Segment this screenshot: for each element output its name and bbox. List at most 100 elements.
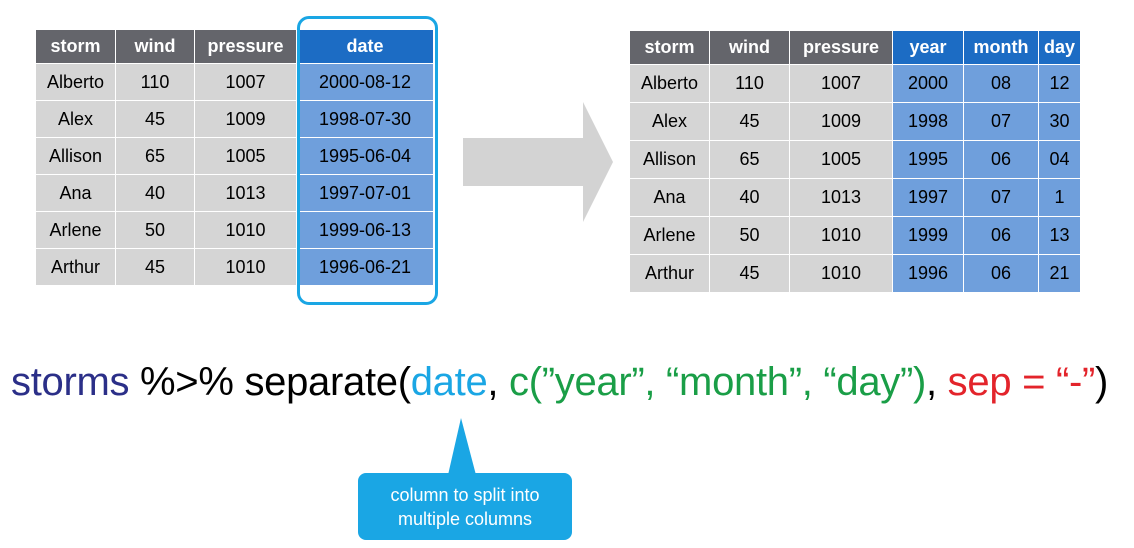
- result-table: storm wind pressure year month day Alber…: [629, 30, 1081, 293]
- cell-date: 1995-06-04: [296, 137, 434, 175]
- cell-wind: 45: [709, 102, 790, 141]
- cell-storm: Ana: [629, 178, 710, 217]
- cell-date: 1996-06-21: [296, 248, 434, 286]
- header-wind: wind: [115, 29, 195, 64]
- cell-wind: 40: [115, 174, 195, 212]
- table-row: Arthur 45 1010 1996-06-21: [35, 248, 434, 286]
- cell-storm: Arthur: [35, 248, 116, 286]
- cell-day: 21: [1038, 254, 1081, 293]
- cell-storm: Ana: [35, 174, 116, 212]
- result-header-row: storm wind pressure year month day: [629, 30, 1081, 65]
- cell-storm: Alberto: [629, 64, 710, 103]
- cell-date: 1997-07-01: [296, 174, 434, 212]
- cell-pressure: 1009: [194, 100, 297, 138]
- cell-month: 06: [963, 216, 1039, 255]
- table-row: Alberto 110 1007 2000-08-12: [35, 63, 434, 101]
- code-object: storms: [11, 360, 130, 404]
- cell-wind: 45: [115, 248, 195, 286]
- code-comma: ,: [926, 360, 948, 404]
- callout-line-1: column to split into: [390, 484, 540, 505]
- cell-storm: Arlene: [35, 211, 116, 249]
- table-row: Allison 65 1005 1995-06-04: [35, 137, 434, 175]
- cell-storm: Alberto: [35, 63, 116, 101]
- cell-pressure: 1007: [789, 64, 893, 103]
- code-close-paren: ): [1095, 360, 1109, 404]
- right-arrow-icon: [463, 102, 613, 222]
- code-function: separate(: [244, 360, 411, 404]
- cell-wind: 45: [709, 254, 790, 293]
- callout-line-2: multiple columns: [397, 508, 533, 529]
- table-row: Allison 65 1005 1995 06 04: [629, 140, 1081, 179]
- cell-pressure: 1010: [789, 254, 893, 293]
- cell-wind: 65: [115, 137, 195, 175]
- cell-day: 04: [1038, 140, 1081, 179]
- cell-month: 08: [963, 64, 1039, 103]
- cell-year: 1998: [892, 102, 964, 141]
- cell-storm: Arthur: [629, 254, 710, 293]
- cell-wind: 110: [115, 63, 195, 101]
- table-row: Alex 45 1009 1998 07 30: [629, 102, 1081, 141]
- table-row: Ana 40 1013 1997 07 1: [629, 178, 1081, 217]
- callout-text: column to split into multiple columns: [358, 473, 572, 540]
- cell-pressure: 1005: [194, 137, 297, 175]
- cell-day: 30: [1038, 102, 1081, 141]
- code-col-arg: date: [410, 360, 488, 404]
- table-row: Arthur 45 1010 1996 06 21: [629, 254, 1081, 293]
- cell-wind: 50: [709, 216, 790, 255]
- cell-storm: Alex: [35, 100, 116, 138]
- header-day: day: [1038, 30, 1081, 65]
- cell-year: 1999: [892, 216, 964, 255]
- callout-bubble: [358, 418, 572, 540]
- source-table: storm wind pressure date Alberto 110 100…: [35, 29, 434, 286]
- cell-month: 07: [963, 102, 1039, 141]
- table-row: Arlene 50 1010 1999 06 13: [629, 216, 1081, 255]
- cell-wind: 110: [709, 64, 790, 103]
- cell-pressure: 1013: [194, 174, 297, 212]
- cell-day: 13: [1038, 216, 1081, 255]
- cell-year: 1997: [892, 178, 964, 217]
- cell-wind: 65: [709, 140, 790, 179]
- header-year: year: [892, 30, 964, 65]
- cell-day: 12: [1038, 64, 1081, 103]
- table-row: Alberto 110 1007 2000 08 12: [629, 64, 1081, 103]
- source-header-row: storm wind pressure date: [35, 29, 434, 64]
- cell-pressure: 1009: [789, 102, 893, 141]
- cell-wind: 45: [115, 100, 195, 138]
- table-row: Ana 40 1013 1997-07-01: [35, 174, 434, 212]
- header-month: month: [963, 30, 1039, 65]
- cell-pressure: 1010: [789, 216, 893, 255]
- cell-pressure: 1013: [789, 178, 893, 217]
- cell-pressure: 1005: [789, 140, 893, 179]
- cell-pressure: 1007: [194, 63, 297, 101]
- cell-pressure: 1010: [194, 248, 297, 286]
- cell-storm: Alex: [629, 102, 710, 141]
- header-storm: storm: [629, 30, 710, 65]
- cell-wind: 40: [709, 178, 790, 217]
- header-wind: wind: [709, 30, 790, 65]
- cell-month: 06: [963, 140, 1039, 179]
- cell-wind: 50: [115, 211, 195, 249]
- cell-pressure: 1010: [194, 211, 297, 249]
- header-pressure: pressure: [789, 30, 893, 65]
- cell-month: 06: [963, 254, 1039, 293]
- code-pipe: %>%: [129, 360, 245, 404]
- header-storm: storm: [35, 29, 116, 64]
- cell-year: 1995: [892, 140, 964, 179]
- cell-storm: Allison: [35, 137, 116, 175]
- code-sep-arg: sep = “-”: [947, 360, 1096, 404]
- date-column-highlight: [297, 16, 438, 305]
- header-date: date: [296, 29, 434, 64]
- cell-date: 1999-06-13: [296, 211, 434, 249]
- table-row: Arlene 50 1010 1999-06-13: [35, 211, 434, 249]
- cell-storm: Arlene: [629, 216, 710, 255]
- cell-year: 1996: [892, 254, 964, 293]
- code-into-arg: c(”year”, “month”, “day”): [509, 360, 927, 404]
- code-comma: ,: [487, 360, 510, 404]
- cell-year: 2000: [892, 64, 964, 103]
- cell-month: 07: [963, 178, 1039, 217]
- cell-storm: Allison: [629, 140, 710, 179]
- header-pressure: pressure: [194, 29, 297, 64]
- cell-date: 2000-08-12: [296, 63, 434, 101]
- cell-day: 1: [1038, 178, 1081, 217]
- code-line: storms %>% separate(date, c(”year”, “mon…: [11, 360, 1108, 405]
